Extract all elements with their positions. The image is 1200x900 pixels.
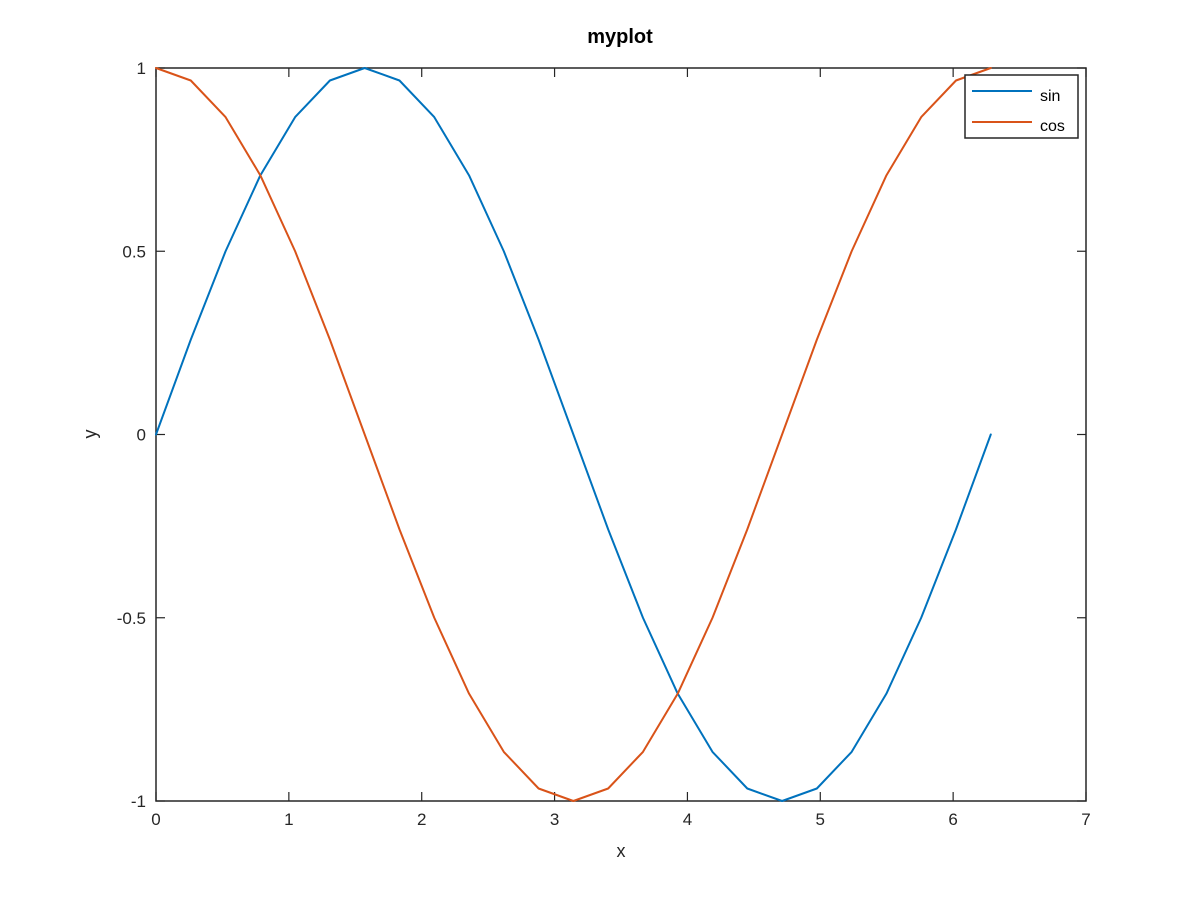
axis-ticks: 0 1 2 3 4 5 6 7 -1 -0.5 0 0.5 1 <box>117 59 1091 829</box>
chart-title: myplot <box>587 26 653 48</box>
x-tick-label: 7 <box>1081 810 1090 829</box>
legend: sin cos <box>964 74 1079 139</box>
x-tick-label: 0 <box>151 810 160 829</box>
axes-box <box>155 67 1087 802</box>
y-tick-label: -0.5 <box>117 609 146 628</box>
x-tick-label: 4 <box>683 810 692 829</box>
y-tick-label: -1 <box>131 792 146 811</box>
y-axis-label: y <box>80 430 100 439</box>
series-layer <box>155 67 992 802</box>
x-tick-label: 6 <box>948 810 957 829</box>
x-tick-label: 3 <box>550 810 559 829</box>
legend-label-sin: sin <box>1040 88 1060 105</box>
plot-area: 0 1 2 3 4 5 6 7 -1 -0.5 0 0.5 1 <box>117 59 1091 829</box>
series-line-sin <box>155 67 992 802</box>
x-tick-label: 2 <box>417 810 426 829</box>
legend-label-cos: cos <box>1040 118 1065 135</box>
x-tick-label: 5 <box>816 810 825 829</box>
legend-box <box>964 74 1079 139</box>
series-line-cos <box>155 67 992 802</box>
x-axis-label: x <box>617 841 626 861</box>
y-tick-label: 1 <box>137 59 146 78</box>
y-tick-label: 0 <box>137 426 146 445</box>
x-tick-label: 1 <box>284 810 293 829</box>
y-tick-label: 0.5 <box>122 242 146 261</box>
